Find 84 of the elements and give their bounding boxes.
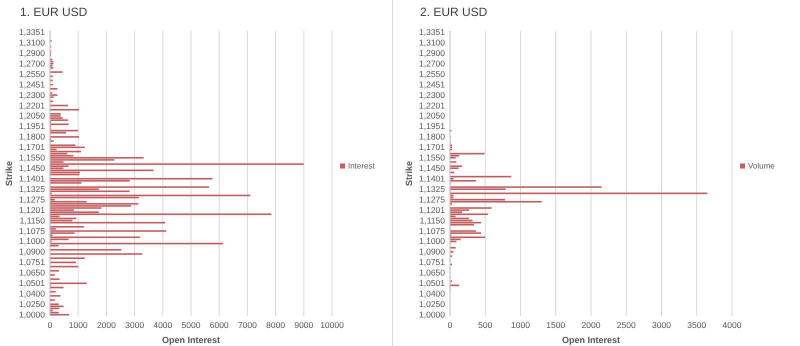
y-tick-label: 1,1075 (419, 226, 446, 236)
y-tick-label: 1,0400 (19, 288, 46, 298)
y-tick-label: 1,3351 (419, 27, 446, 38)
x-tick-label: 1500 (546, 320, 566, 330)
y-tick-label: 1,1201 (419, 204, 446, 215)
y-tick-label: 1,0751 (19, 257, 46, 268)
chart-title: 2. EUR USD (420, 5, 488, 19)
legend-label: Interest (348, 162, 376, 170)
y-tick-label: 1,1701 (19, 142, 46, 152)
x-axis-title: Open Interest (562, 335, 620, 345)
y-tick-label: 1,2451 (19, 79, 46, 90)
x-tick-label: 7000 (238, 320, 258, 330)
y-tick-label: 1,2700 (419, 58, 446, 68)
y-tick-label: 1,1550 (19, 152, 46, 163)
y-tick-label: 1,1800 (19, 132, 46, 142)
x-tick-label: 8000 (266, 320, 286, 330)
y-tick-label: 1,2201 (419, 100, 446, 110)
x-tick-label: 9000 (294, 320, 314, 330)
y-tick-label: 1,1000 (19, 236, 46, 246)
y-tick-label: 1,0650 (419, 268, 446, 278)
x-tick-label: 0 (448, 320, 453, 330)
y-tick-label: 1,1401 (419, 173, 446, 184)
x-tick-label: 500 (478, 320, 493, 330)
y-axis-title: Strike (4, 160, 14, 186)
y-tick-label: 1,1275 (419, 194, 446, 204)
y-tick-label: 1,2300 (19, 90, 46, 100)
y-tick-label: 1,0900 (419, 246, 446, 257)
x-tick-label: 6000 (210, 320, 229, 330)
x-tick-label: 5000 (182, 320, 201, 330)
y-tick-label: 1,0000 (419, 309, 446, 320)
y-tick-label: 1,1325 (419, 184, 446, 194)
y-tick-label: 1,0250 (19, 298, 46, 309)
y-tick-label: 1,1325 (19, 184, 46, 194)
x-tick-label: 2000 (96, 320, 116, 330)
y-tick-label: 1,0751 (419, 257, 446, 268)
x-tick-label: 4000 (722, 320, 742, 330)
x-tick-label: 1000 (511, 320, 530, 330)
y-tick-label: 1,1075 (19, 226, 46, 236)
y-tick-label: 1,2900 (419, 48, 446, 58)
x-tick-label: 3000 (652, 320, 672, 330)
x-tick-label: 2500 (616, 320, 636, 330)
y-tick-label: 1,1951 (419, 121, 446, 132)
y-tick-label: 1,0501 (19, 278, 46, 288)
y-tick-label: 1,0400 (419, 288, 446, 298)
y-tick-label: 1,2451 (419, 79, 446, 90)
y-tick-label: 1,1951 (19, 121, 46, 132)
x-tick-label: 0 (48, 320, 53, 330)
x-tick-label: 2000 (582, 320, 601, 330)
x-axis-title: Open Interest (162, 335, 220, 345)
y-tick-label: 1,2900 (19, 48, 46, 58)
y-tick-label: 1,1150 (20, 215, 46, 226)
y-tick-label: 1,1550 (419, 152, 446, 163)
y-tick-label: 1,1701 (419, 142, 446, 152)
x-tick-label: 3000 (125, 320, 144, 330)
y-tick-label: 1,3351 (19, 27, 46, 38)
y-axis-title: Strike (404, 160, 414, 186)
x-tick-label: 3500 (687, 320, 706, 330)
y-tick-label: 1,0000 (19, 309, 46, 320)
y-tick-label: 1,2300 (419, 90, 446, 100)
y-tick-label: 1,0501 (419, 278, 446, 288)
x-tick-label: 10000 (320, 320, 344, 330)
y-tick-label: 1,2050 (19, 110, 46, 121)
y-tick-label: 1,1000 (419, 236, 446, 246)
y-tick-label: 1,1450 (419, 162, 446, 173)
y-tick-label: 1,0250 (419, 298, 446, 309)
chart-title: 1. EUR USD (20, 5, 88, 19)
y-tick-label: 1,2201 (19, 100, 46, 110)
y-tick-label: 1,3100 (419, 37, 446, 48)
y-tick-label: 1,1275 (19, 194, 46, 204)
y-tick-label: 1,2700 (19, 58, 46, 68)
y-tick-label: 1,0650 (19, 268, 46, 278)
legend-label: Volume (748, 162, 776, 170)
y-tick-label: 1,0900 (19, 246, 46, 257)
x-tick-label: 1000 (68, 320, 88, 330)
y-tick-label: 1,3100 (19, 37, 46, 48)
x-tick-label: 4000 (153, 320, 173, 330)
y-tick-label: 1,1800 (419, 132, 446, 142)
y-tick-label: 1,2550 (19, 68, 46, 79)
y-tick-label: 1,1150 (420, 215, 446, 226)
y-tick-label: 1,2050 (419, 110, 446, 121)
y-tick-label: 1,2550 (419, 68, 446, 79)
y-tick-label: 1,1401 (19, 173, 46, 184)
y-tick-label: 1,1201 (19, 204, 46, 215)
y-tick-label: 1,1450 (19, 162, 46, 173)
